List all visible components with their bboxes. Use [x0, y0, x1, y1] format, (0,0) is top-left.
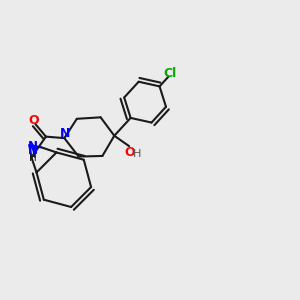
- Text: H: H: [29, 153, 37, 163]
- Text: N: N: [60, 127, 70, 140]
- Text: H: H: [133, 148, 142, 159]
- Text: N: N: [28, 144, 38, 157]
- Text: O: O: [124, 146, 135, 159]
- Text: N: N: [28, 140, 38, 153]
- Text: O: O: [28, 114, 39, 127]
- Text: Cl: Cl: [164, 67, 177, 80]
